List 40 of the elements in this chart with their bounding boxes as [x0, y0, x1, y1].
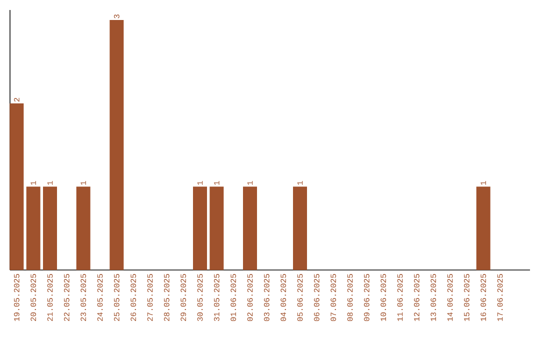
- x-tick-label: 15.06.2025: [464, 274, 470, 321]
- x-tick-label: 20.05.2025: [30, 274, 36, 321]
- x-tick-label: 02.06.2025: [247, 274, 253, 322]
- x-tick-label: 30.05.2025: [197, 274, 203, 322]
- data-label: 2: [14, 98, 20, 102]
- data-label: 1: [30, 181, 36, 185]
- x-tick-label: 14.06.2025: [447, 274, 453, 321]
- x-tick-label: 16.06.2025: [480, 274, 486, 321]
- data-label: 1: [247, 181, 253, 185]
- x-tick-label: 28.05.2025: [164, 274, 170, 321]
- x-tick-label: 08.06.2025: [347, 274, 353, 322]
- x-tick-label: 25.05.2025: [114, 274, 120, 321]
- x-tick-label: 13.06.2025: [430, 274, 436, 321]
- x-tick-label: 29.05.2025: [180, 274, 186, 321]
- x-tick-label: 06.06.2025: [314, 274, 320, 322]
- data-label: 1: [80, 181, 86, 185]
- x-tick-label: 31.05.2025: [214, 274, 220, 322]
- x-tick-label: 01.06.2025: [230, 274, 236, 322]
- x-tick-label: 26.05.2025: [130, 274, 136, 321]
- x-tick-label: 19.05.2025: [14, 274, 20, 321]
- data-label: 1: [297, 181, 303, 185]
- x-tick-label: 21.05.2025: [47, 274, 53, 321]
- data-label: 1: [214, 181, 220, 185]
- x-tick-label: 07.06.2025: [330, 274, 336, 322]
- data-label: 1: [480, 181, 486, 185]
- x-tick-label: 09.06.2025: [364, 274, 370, 322]
- x-tick-label: 22.05.2025: [64, 274, 70, 321]
- x-tick-label: 27.05.2025: [147, 274, 153, 321]
- x-tick-label: 10.06.2025: [380, 274, 386, 321]
- x-tick-label: 05.06.2025: [297, 274, 303, 322]
- data-label: 1: [47, 181, 53, 185]
- x-tick-label: 23.05.2025: [80, 274, 86, 321]
- x-tick-label: 11.06.2025: [397, 274, 403, 321]
- x-tick-label: 17.06.2025: [497, 274, 503, 321]
- x-tick-label: 24.05.2025: [97, 274, 103, 321]
- data-label: 1: [197, 181, 203, 185]
- x-tick-label: 04.06.2025: [280, 274, 286, 322]
- x-tick-label: 12.06.2025: [414, 274, 420, 321]
- data-label: 3: [114, 14, 120, 18]
- x-tick-label: 03.06.2025: [264, 274, 270, 322]
